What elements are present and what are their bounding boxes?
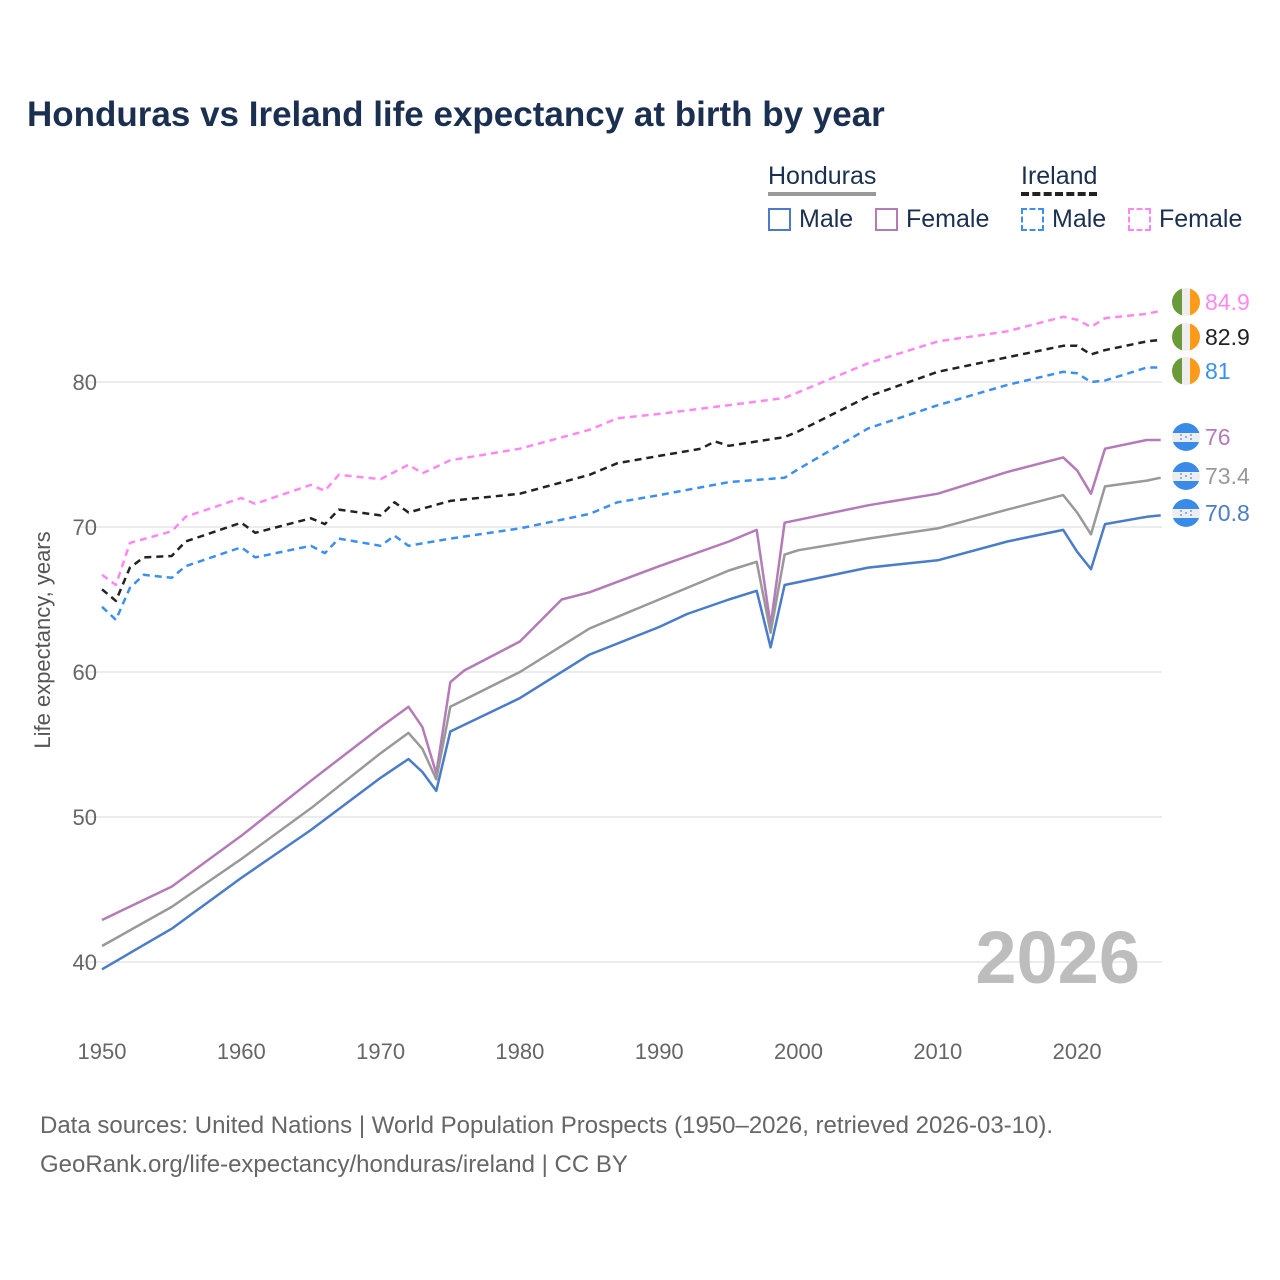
flag-stripe-orange [1190, 357, 1200, 385]
flag-stripe-orange [1190, 323, 1200, 351]
end-value-label: 84.9 [1205, 289, 1250, 315]
legend-ireland-label: Ireland [1021, 162, 1098, 190]
honduras-flag-icon [1172, 462, 1200, 490]
flag-stripe-blue [1172, 518, 1200, 527]
flag-stripe-white [1182, 357, 1190, 385]
flag-stripe-green [1172, 323, 1182, 351]
legend-swatch-honduras-male [768, 208, 791, 231]
end-value-label: 81 [1205, 358, 1231, 384]
legend-label: Female [1159, 205, 1243, 233]
y-tick-label: 60 [73, 660, 97, 685]
flag-star [1180, 434, 1182, 436]
legend-honduras-male[interactable]: Male [768, 205, 853, 234]
flag-star [1180, 473, 1182, 475]
legend-swatch-ireland-female [1128, 208, 1151, 231]
flag-star [1185, 475, 1187, 477]
legend-ireland-male[interactable]: Male [1021, 205, 1106, 234]
y-tick-label: 40 [73, 950, 97, 975]
chart-title: Honduras vs Ireland life expectancy at b… [27, 95, 885, 134]
flag-stripe-orange [1190, 288, 1200, 316]
legend-swatch-ireland-male [1021, 208, 1044, 231]
series-line-honduras-female [101, 438, 1161, 922]
legend-label: Female [906, 205, 990, 233]
flag-star [1185, 436, 1187, 438]
flag-star [1190, 510, 1192, 512]
honduras-flag-icon [1172, 423, 1200, 451]
flag-stripe-green [1172, 288, 1182, 316]
legend-label: Male [799, 205, 854, 233]
footer: Data sources: United Nations | World Pop… [40, 1106, 1053, 1184]
end-value-label: 82.9 [1205, 324, 1250, 350]
end-value-label: 70.8 [1205, 500, 1250, 526]
legend-ireland: Ireland [1021, 162, 1098, 196]
flag-star [1190, 434, 1192, 436]
flag-body [1172, 499, 1200, 527]
flag-star [1190, 477, 1192, 479]
y-tick-label: 80 [73, 370, 97, 395]
flag-body [1172, 423, 1200, 451]
series-line-ireland-female [101, 309, 1161, 587]
honduras-flag-icon [1172, 499, 1200, 527]
flag-stripe-blue [1172, 442, 1200, 451]
y-tick-label: 50 [73, 805, 97, 830]
legend-ireland-female[interactable]: Female [1128, 205, 1242, 234]
legend-honduras: Honduras [768, 162, 877, 196]
flag-body [1172, 288, 1200, 316]
current-year-watermark: 2026 [975, 916, 1140, 999]
ireland-flag-icon [1172, 288, 1200, 316]
series-line-ireland [101, 338, 1161, 603]
data-source-text: Data sources: United Nations | World Pop… [40, 1112, 1054, 1139]
series-line-ireland-male [101, 366, 1161, 622]
ireland-flag-icon [1172, 323, 1200, 351]
ireland-flag-icon [1172, 357, 1200, 385]
flag-body [1172, 323, 1200, 351]
legend-honduras-line [768, 192, 877, 196]
y-tick-label: 70 [73, 515, 97, 540]
x-tick-label: 1950 [78, 1039, 127, 1064]
legend-label: Male [1052, 205, 1107, 233]
x-tick-label: 1970 [356, 1039, 405, 1064]
flag-stripe-blue [1172, 462, 1200, 472]
x-tick-label: 1960 [217, 1039, 266, 1064]
legend-ireland-line [1021, 192, 1098, 196]
end-value-label: 73.4 [1205, 463, 1250, 489]
y-axis-label: Life expectancy, years [30, 531, 55, 748]
flag-star [1180, 514, 1182, 516]
legend-swatch-honduras-female [875, 208, 898, 231]
series-line-honduras-male [101, 514, 1161, 971]
flag-body [1172, 357, 1200, 385]
x-tick-label: 1980 [495, 1039, 544, 1064]
x-tick-label: 2020 [1053, 1039, 1102, 1064]
x-tick-label: 2010 [913, 1039, 962, 1064]
series-line-honduras [101, 476, 1161, 948]
x-tick-label: 1990 [635, 1039, 684, 1064]
flag-stripe-blue [1172, 499, 1200, 509]
flag-star [1180, 438, 1182, 440]
flag-body [1172, 462, 1200, 490]
flag-star [1190, 438, 1192, 440]
flag-stripe-green [1172, 357, 1182, 385]
flag-stripe-blue [1172, 423, 1200, 433]
flag-star [1180, 477, 1182, 479]
end-value-label: 76 [1205, 424, 1231, 450]
flag-star [1190, 514, 1192, 516]
flag-star [1180, 510, 1182, 512]
flag-star [1185, 512, 1187, 514]
source-link[interactable]: GeoRank.org/life-expectancy/honduras/ire… [40, 1151, 628, 1178]
flag-stripe-white [1182, 288, 1190, 316]
legend-honduras-label: Honduras [768, 162, 877, 190]
flag-star [1190, 473, 1192, 475]
legend-honduras-female[interactable]: Female [875, 205, 989, 234]
flag-stripe-white [1182, 323, 1190, 351]
x-tick-label: 2000 [774, 1039, 823, 1064]
flag-stripe-blue [1172, 481, 1200, 490]
